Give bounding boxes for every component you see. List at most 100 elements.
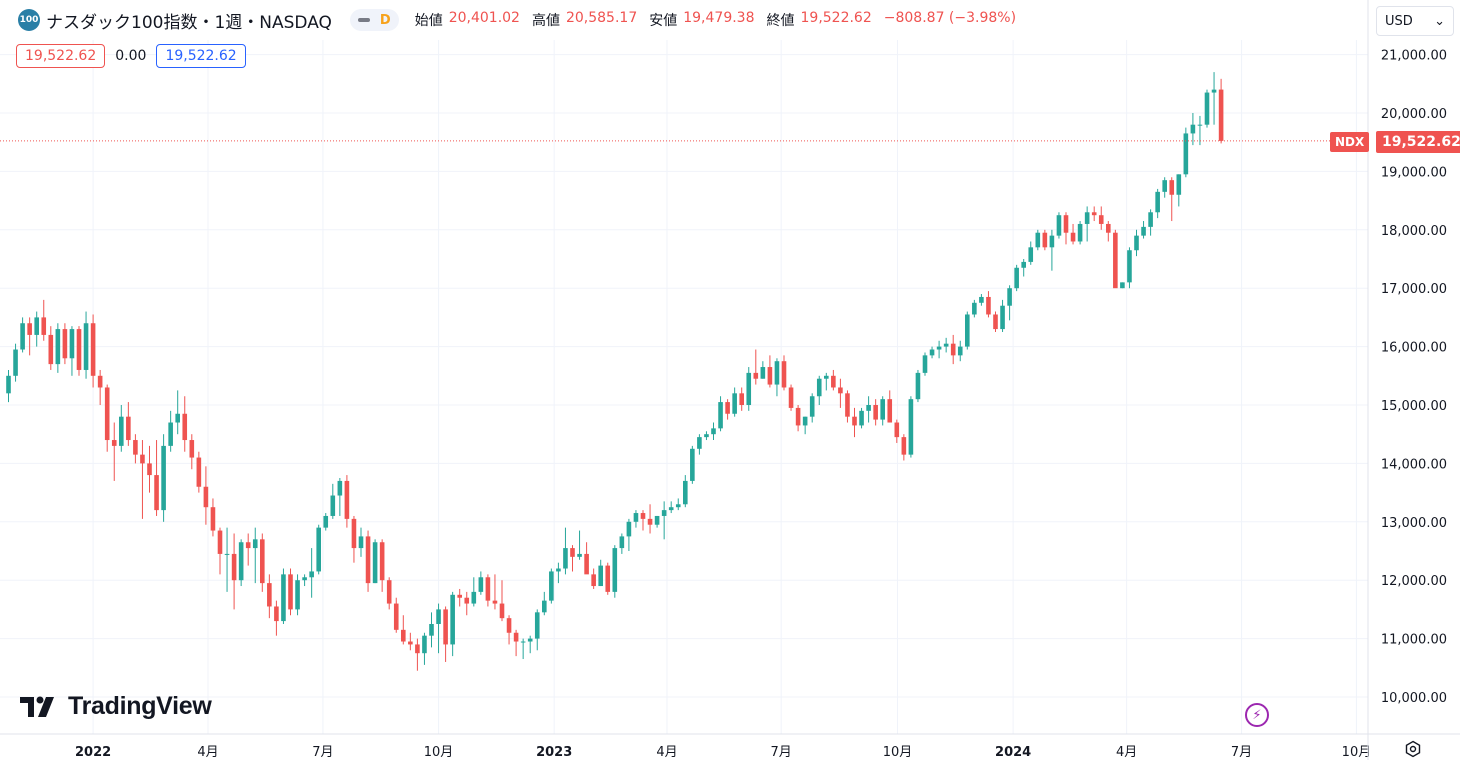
candle [111, 422, 117, 481]
candle-body [175, 413, 180, 423]
candle [640, 510, 646, 531]
candle-body [499, 603, 505, 619]
candle [337, 478, 343, 516]
candle [393, 597, 399, 633]
candle-body [605, 565, 611, 592]
close-label: 終値 [766, 13, 795, 29]
candle [527, 635, 533, 654]
candle-body [41, 317, 47, 335]
candle-body [957, 346, 963, 356]
candle-body [1091, 212, 1097, 216]
candle-body [1084, 212, 1090, 224]
candle-body [1134, 235, 1139, 251]
time-axis[interactable]: 2022 4月 7月 10月 2023 4月 7月 10月 2024 4月 7月 10月 [75, 745, 1371, 760]
sell-price-box[interactable]: 19,522.62 [16, 44, 106, 68]
candle [1169, 177, 1175, 222]
x-tick-label: 2024 [995, 745, 1031, 760]
candle [471, 577, 477, 607]
candle [1077, 221, 1083, 245]
candle-body [224, 553, 230, 555]
candle-body [1000, 305, 1005, 330]
candle-body [732, 393, 737, 414]
candle-body [852, 416, 857, 426]
candle [704, 431, 709, 441]
gear-icon[interactable] [1404, 740, 1422, 758]
candle [415, 638, 420, 671]
candle [154, 440, 159, 516]
candle-body [1056, 215, 1062, 236]
candle [802, 416, 808, 435]
candle-body [126, 416, 131, 441]
candle-body [450, 594, 455, 645]
candle [668, 501, 674, 514]
y-tick-label: 19,000.00 [1381, 165, 1447, 180]
candle [1028, 241, 1034, 265]
symbol-title[interactable]: ナスダック100指数・1週・NASDAQ [46, 12, 332, 33]
tradingview-logo[interactable]: TradingView [20, 692, 212, 721]
quote-row: 19,522.62 0.00 19,522.62 [16, 44, 246, 68]
candle-body [831, 375, 836, 388]
high-value: 20,585.17 [565, 10, 638, 26]
candle-body [746, 372, 752, 405]
candle-body [147, 463, 152, 476]
candle-body [1169, 180, 1175, 195]
candle-body [1162, 180, 1167, 192]
candle [203, 466, 209, 525]
candle-body [189, 440, 195, 458]
candle [90, 314, 96, 388]
candle [838, 378, 843, 408]
price-axis[interactable]: 10,000.00 11,000.00 12,000.00 13,000.00 14,0… [1381, 49, 1447, 706]
candle [711, 422, 716, 441]
candle [309, 548, 314, 598]
candle-body [55, 329, 61, 365]
candle-body [654, 515, 660, 525]
candle [386, 577, 392, 610]
lightning-icon[interactable]: ⚡ [1245, 703, 1269, 727]
candle-body [1113, 232, 1118, 289]
candle [41, 299, 47, 341]
close-value: 19,522.62 [800, 10, 872, 26]
y-tick-label: 14,000.00 [1381, 457, 1447, 472]
open-value: 20,401.02 [448, 10, 520, 26]
candle-body [464, 597, 470, 604]
candle [605, 562, 611, 595]
candle [1211, 72, 1217, 125]
candle-body [943, 343, 949, 347]
candle [901, 434, 907, 461]
candle [408, 632, 413, 651]
currency-label: USD [1385, 13, 1413, 29]
y-tick-label: 13,000.00 [1381, 516, 1447, 531]
candle [147, 445, 152, 493]
last-price-tag: 19,522.62 [1376, 131, 1460, 153]
candle [1134, 229, 1139, 257]
candle-body [365, 536, 371, 584]
candle [1014, 264, 1019, 292]
candle-body [626, 521, 632, 537]
candle-body [203, 486, 209, 508]
candle [1197, 115, 1203, 146]
candle-body [683, 480, 688, 505]
candle [62, 323, 68, 365]
candle-body [34, 317, 39, 335]
candle-body [288, 574, 293, 610]
candle [344, 475, 350, 528]
candle [556, 562, 561, 584]
candle-body [330, 495, 336, 516]
candle [887, 390, 893, 423]
candle-body [217, 530, 223, 554]
currency-select[interactable]: USD ⌄ [1376, 6, 1454, 36]
buy-price-box[interactable]: 19,522.62 [156, 44, 246, 68]
candle [1098, 206, 1104, 230]
candle [1063, 212, 1069, 245]
candle-body [379, 542, 385, 581]
candle-body [457, 594, 462, 598]
candle [1176, 174, 1182, 207]
market-status-pill[interactable]: D [349, 9, 399, 31]
candle [866, 396, 871, 423]
candle-body [993, 314, 998, 330]
candle-body [415, 644, 420, 654]
low-label: 安値 [649, 13, 678, 29]
x-tick-label: 7月 [312, 745, 333, 760]
candle [1162, 177, 1167, 198]
